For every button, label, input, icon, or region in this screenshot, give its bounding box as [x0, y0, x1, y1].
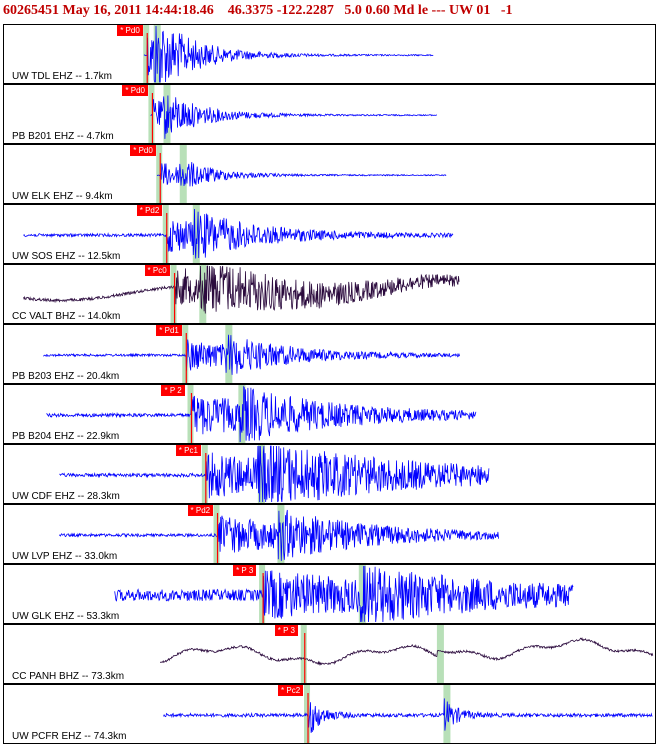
s-arrival-band — [436, 625, 444, 683]
waveform-trace — [23, 265, 460, 314]
station-label: CC VALT BHZ -- 14.0km — [12, 311, 121, 322]
pick-marker[interactable]: * Pd1 — [156, 325, 182, 336]
waveform-trace — [156, 162, 447, 187]
waveform-trace — [59, 445, 490, 503]
waveform-plot — [46, 385, 477, 443]
station-label: PB B201 EHZ -- 4.7km — [12, 131, 114, 142]
pick-marker[interactable]: * Pd2 — [136, 205, 163, 216]
trace-panel[interactable]: * Pd2 UW SOS EHZ -- 12.5km — [3, 204, 656, 264]
s-arrival-band — [238, 385, 246, 443]
station-label: UW LVP EHZ -- 33.0km — [12, 551, 118, 562]
waveform-plot — [159, 625, 654, 683]
waveform-plot — [59, 445, 490, 503]
station-label: PB B203 EHZ -- 20.4km — [12, 371, 120, 382]
pick-marker[interactable]: * P 3 — [233, 565, 257, 576]
waveform-trace — [163, 698, 653, 733]
trace-panel[interactable]: * Pd0 PB B201 EHZ -- 4.7km — [3, 84, 656, 144]
p-arrival-band — [156, 145, 163, 203]
waveform-trace — [58, 509, 499, 561]
trace-panel[interactable]: * Pd0 UW TDL EHZ -- 1.7km — [3, 24, 656, 84]
station-label: UW CDF EHZ -- 28.3km — [12, 491, 120, 502]
pick-marker[interactable]: * Pd0 — [130, 145, 156, 156]
p-arrival-band — [182, 325, 189, 383]
waveform-trace — [159, 637, 654, 666]
waveform-plot — [114, 565, 574, 623]
station-label: CC PANH BHZ -- 73.3km — [12, 671, 125, 682]
event-header: 60265451 May 16, 2011 14:44:18.46 46.337… — [0, 0, 656, 24]
p-arrival-band — [143, 25, 150, 83]
s-arrival-band — [192, 205, 200, 263]
pick-marker[interactable]: * Pd0 — [122, 85, 148, 96]
waveform-trace — [43, 334, 460, 375]
station-label: UW GLK EHZ -- 53.3km — [12, 611, 120, 622]
station-label: UW TDL EHZ -- 1.7km — [12, 71, 113, 82]
waveform-plot — [43, 325, 460, 383]
trace-panel[interactable]: * Pc1 UW CDF EHZ -- 28.3km — [3, 444, 656, 504]
p-arrival-band — [213, 505, 220, 563]
waveform-trace — [23, 208, 454, 259]
waveform-trace — [114, 565, 574, 623]
trace-panel[interactable]: * P 3 UW GLK EHZ -- 53.3km — [3, 564, 656, 624]
p-arrival-band — [148, 85, 155, 143]
trace-panel[interactable]: * P 2 PB B204 EHZ -- 22.9km — [3, 384, 656, 444]
pick-marker[interactable]: * Pd0 — [117, 25, 143, 36]
waveform-plot — [163, 685, 653, 743]
station-label: PB B204 EHZ -- 22.9km — [12, 431, 120, 442]
station-label: UW PCFR EHZ -- 74.3km — [12, 731, 127, 742]
event-title: 60265451 May 16, 2011 14:44:18.46 46.337… — [3, 3, 513, 18]
s-arrival-band — [225, 325, 233, 383]
waveform-trace — [150, 95, 438, 139]
trace-panel[interactable]: * Pd2 UW LVP EHZ -- 33.0km — [3, 504, 656, 564]
pick-marker[interactable]: * Pc2 — [278, 685, 304, 696]
waveform-plot — [23, 205, 454, 263]
waveform-trace — [143, 25, 434, 83]
s-arrival-band — [358, 565, 366, 623]
trace-panel[interactable]: * Pd1 PB B203 EHZ -- 20.4km — [3, 324, 656, 384]
waveform-trace — [46, 385, 477, 443]
pick-marker[interactable]: * P 3 — [274, 625, 298, 636]
pick-marker[interactable]: * P 2 — [161, 385, 185, 396]
trace-panel[interactable]: * Pc2 UW PCFR EHZ -- 74.3km — [3, 684, 656, 744]
station-label: UW SOS EHZ -- 12.5km — [12, 251, 121, 262]
waveform-plot — [143, 25, 434, 83]
trace-panel[interactable]: * Pd0 UW ELK EHZ -- 9.4km — [3, 144, 656, 204]
trace-panel[interactable]: * P 3 CC PANH BHZ -- 73.3km — [3, 624, 656, 684]
waveform-plot — [23, 265, 460, 323]
p-arrival-band — [170, 265, 177, 323]
p-arrival-band — [259, 565, 266, 623]
pick-marker[interactable]: * Pc1 — [175, 445, 201, 456]
p-arrival-band — [300, 625, 307, 683]
trace-panel[interactable]: * Pc0 CC VALT BHZ -- 14.0km — [3, 264, 656, 324]
waveform-plot — [156, 145, 447, 203]
p-arrival-band — [201, 445, 208, 503]
station-label: UW ELK EHZ -- 9.4km — [12, 191, 113, 202]
seismogram-panels: * Pd0 UW TDL EHZ -- 1.7km * Pd0 PB B201 EHZ… — [0, 24, 656, 746]
pick-marker[interactable]: * Pc0 — [144, 265, 170, 276]
waveform-plot — [58, 505, 499, 563]
pick-marker[interactable]: * Pd2 — [187, 505, 214, 516]
waveform-plot — [148, 85, 438, 143]
p-arrival-band — [162, 205, 169, 263]
